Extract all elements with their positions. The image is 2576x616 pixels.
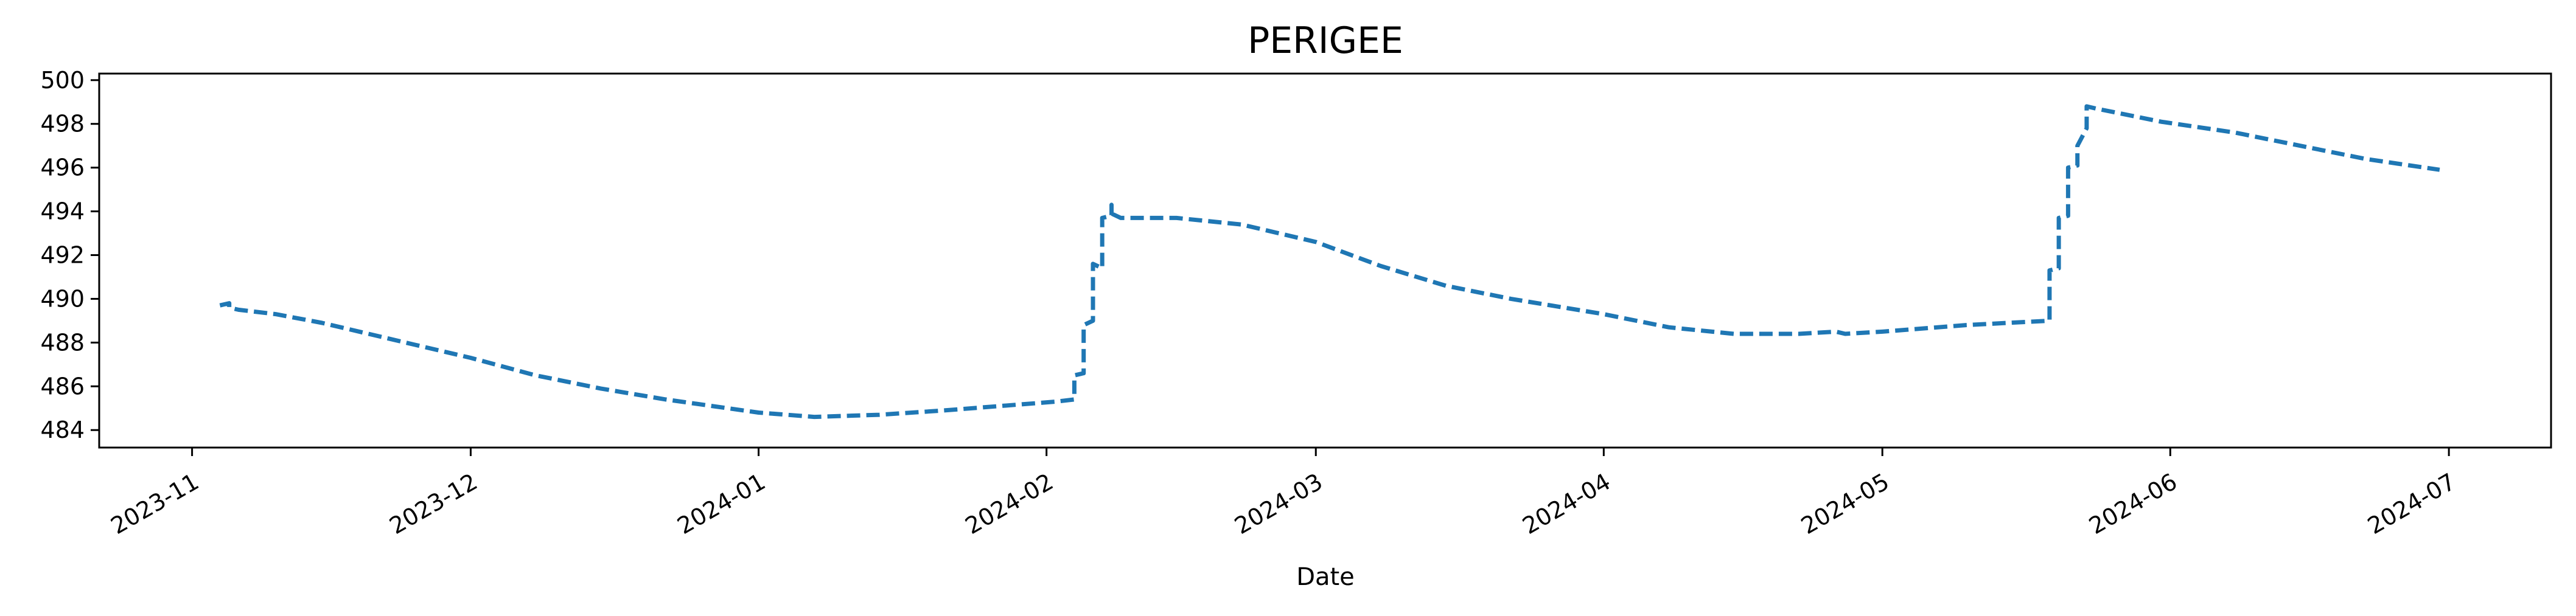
x-tick-label: 2024-04: [1518, 468, 1615, 539]
y-tick-label: 490: [40, 285, 85, 312]
x-tick-label: 2024-02: [961, 468, 1058, 539]
x-tick-label: 2024-05: [1796, 468, 1894, 539]
x-tick-label: 2023-12: [385, 468, 482, 539]
y-tick-label: 500: [40, 67, 85, 94]
plot-area: 2023-11 2023-12 2024-01 2024-02 2024-03 2024-…: [40, 67, 2552, 539]
x-axis: 2023-11 2023-12 2024-01 2024-02 2024-03 2024-…: [106, 448, 2460, 539]
x-tick-label: 2024-07: [2363, 468, 2460, 539]
x-tick-label: 2024-06: [2084, 468, 2182, 539]
x-tick-label: 2024-03: [1230, 468, 1327, 539]
series-group: [219, 104, 2440, 420]
y-tick-label: 494: [40, 198, 85, 225]
x-axis-label: Date: [1296, 563, 1355, 591]
x-tick-label: 2024-01: [673, 468, 770, 539]
y-axis: 484 486 488 490 492 494 496 498 500: [40, 67, 99, 443]
y-tick-label: 484: [40, 417, 85, 443]
y-tick-label: 496: [40, 154, 85, 181]
plot-frame: [98, 72, 2552, 449]
chart-title: PERIGEE: [1248, 19, 1403, 62]
y-tick-label: 488: [40, 329, 85, 356]
x-tick-label: 2023-11: [106, 468, 204, 539]
y-tick-label: 498: [40, 111, 85, 137]
series-line-0: [219, 104, 2440, 420]
y-tick-label: 492: [40, 242, 85, 269]
y-tick-label: 486: [40, 373, 85, 400]
